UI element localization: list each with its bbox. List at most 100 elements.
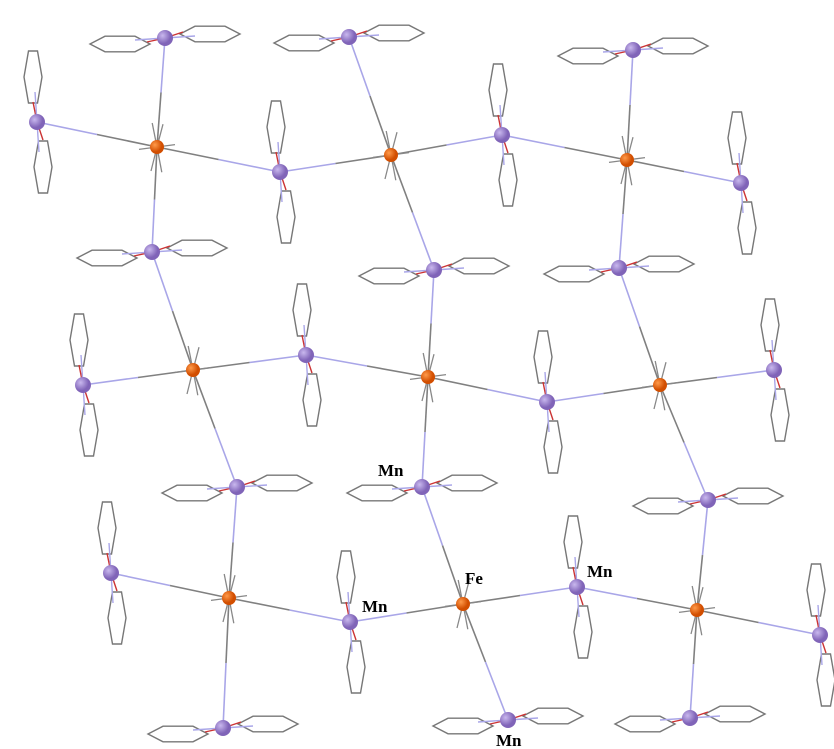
ring bbox=[75, 249, 139, 267]
fe-bond bbox=[692, 609, 698, 665]
fe-bond bbox=[659, 384, 685, 443]
mn-bond bbox=[214, 428, 238, 488]
mn-atom bbox=[157, 30, 173, 46]
mn-bond bbox=[689, 663, 695, 719]
mn-atom bbox=[272, 164, 288, 180]
fe-atom bbox=[186, 363, 200, 377]
mn-atom bbox=[539, 394, 555, 410]
fe-bond bbox=[390, 154, 414, 213]
ring bbox=[556, 47, 620, 65]
mn-bond bbox=[151, 199, 156, 253]
mn-atom bbox=[500, 712, 516, 728]
ring bbox=[146, 725, 210, 743]
mn-bond bbox=[629, 49, 634, 106]
ring bbox=[703, 705, 767, 723]
mn-bond bbox=[519, 586, 578, 597]
ring bbox=[107, 591, 127, 645]
ring bbox=[563, 515, 583, 569]
mn-atom bbox=[733, 175, 749, 191]
mn-bond bbox=[82, 376, 139, 386]
fe-bond bbox=[153, 146, 158, 200]
mn-bond bbox=[501, 134, 565, 149]
mn-bond bbox=[683, 170, 742, 184]
fe-bond bbox=[696, 609, 759, 624]
ring bbox=[542, 265, 606, 283]
ring bbox=[806, 563, 826, 617]
ring bbox=[236, 715, 300, 733]
ring bbox=[435, 474, 499, 492]
mn-bond bbox=[546, 392, 604, 403]
fe-atom bbox=[653, 378, 667, 392]
mn-atom bbox=[812, 627, 828, 643]
ring bbox=[266, 100, 286, 154]
ring bbox=[613, 715, 677, 733]
fe-bond bbox=[225, 597, 230, 664]
fe-bond bbox=[564, 146, 628, 161]
fe-atom bbox=[690, 603, 704, 617]
mn-bond bbox=[618, 213, 624, 269]
ring bbox=[165, 239, 229, 257]
fe-bond bbox=[228, 597, 290, 611]
ring bbox=[727, 111, 747, 165]
fe-atom bbox=[222, 591, 236, 605]
fe-bond bbox=[696, 554, 704, 611]
ring bbox=[250, 474, 314, 492]
mn-bond bbox=[289, 609, 351, 623]
mn-bond bbox=[348, 36, 371, 97]
ring bbox=[302, 373, 322, 427]
fe-bond bbox=[169, 584, 230, 599]
ring bbox=[646, 37, 710, 55]
mn-atom bbox=[29, 114, 45, 130]
mn-bond bbox=[249, 354, 307, 364]
mn-bond bbox=[487, 388, 548, 403]
fe-bond bbox=[171, 310, 194, 371]
fe-bond bbox=[638, 326, 661, 386]
mn-atom bbox=[766, 362, 782, 378]
fe-bond bbox=[369, 95, 392, 156]
ring bbox=[632, 255, 696, 273]
ring bbox=[23, 50, 43, 104]
mn-atom bbox=[103, 565, 119, 581]
mn-atom bbox=[569, 579, 585, 595]
ring bbox=[760, 298, 780, 352]
mn-atom bbox=[341, 29, 357, 45]
atom-label: Fe bbox=[465, 569, 483, 588]
ring bbox=[431, 717, 495, 735]
mn-bond bbox=[279, 162, 336, 173]
mn-bond bbox=[411, 212, 435, 271]
atoms bbox=[29, 29, 828, 736]
ring bbox=[336, 550, 356, 604]
ring bbox=[79, 403, 99, 457]
fe-bond bbox=[427, 323, 432, 378]
fe-bond bbox=[366, 365, 429, 378]
mn-bond bbox=[683, 442, 709, 501]
mn-bond bbox=[160, 37, 166, 93]
mn-atom bbox=[229, 479, 245, 495]
ring bbox=[447, 257, 511, 275]
ring bbox=[178, 25, 242, 43]
mn-bond bbox=[36, 121, 98, 136]
fe-bond bbox=[192, 369, 216, 429]
mn-atom bbox=[215, 720, 231, 736]
mn-atom bbox=[75, 377, 91, 393]
mn-bond bbox=[430, 269, 435, 324]
mn-bond bbox=[421, 486, 444, 546]
atom-label: Mn bbox=[378, 461, 404, 480]
atom-label: Mn bbox=[496, 731, 522, 749]
mn-atom bbox=[700, 492, 716, 508]
mn-bond bbox=[349, 612, 407, 623]
mn-bond bbox=[110, 572, 171, 587]
ring bbox=[33, 140, 53, 194]
mn-bond bbox=[618, 267, 641, 327]
mn-bond bbox=[232, 486, 238, 543]
mn-bond bbox=[701, 499, 709, 556]
ring bbox=[292, 283, 312, 337]
atom-label: Mn bbox=[362, 597, 388, 616]
mn-bond bbox=[218, 158, 281, 173]
ring bbox=[770, 388, 790, 442]
ring bbox=[543, 420, 563, 474]
mn-bond bbox=[716, 369, 775, 379]
ring bbox=[362, 24, 426, 42]
fe-bond bbox=[622, 159, 628, 215]
ring bbox=[533, 330, 553, 384]
